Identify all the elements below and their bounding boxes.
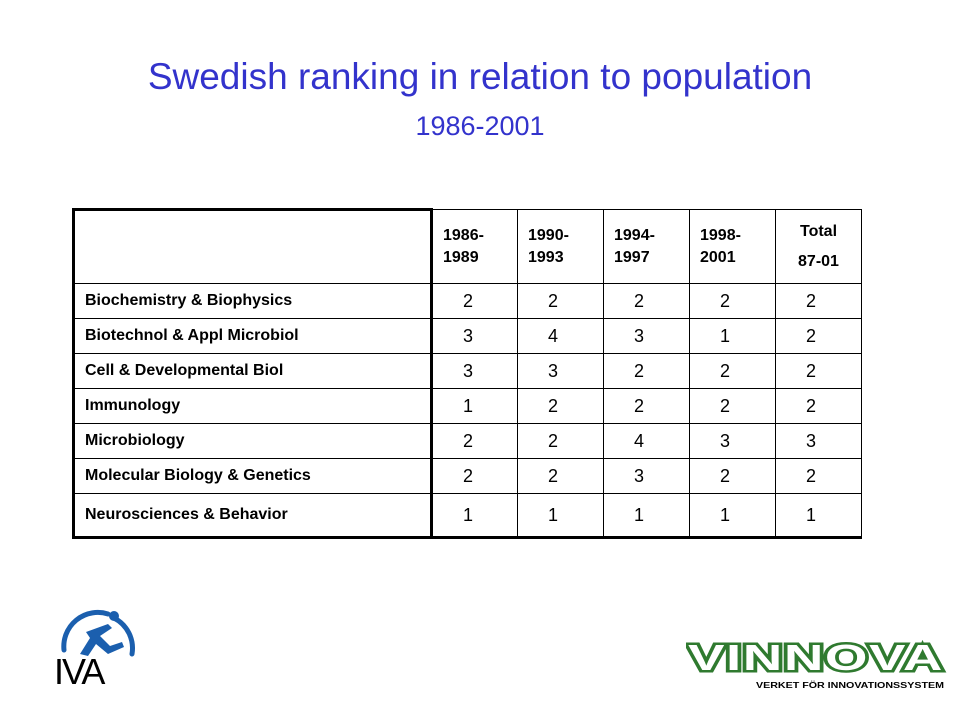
table-cell: 4 xyxy=(603,423,690,459)
table-cell: 2 xyxy=(775,458,862,494)
table-cell: 2 xyxy=(775,283,862,319)
table-cell: 2 xyxy=(603,353,690,389)
slide-title-block: Swedish ranking in relation to populatio… xyxy=(0,52,960,144)
table-cell: 1 xyxy=(689,493,776,539)
column-header: 1994- 1997 xyxy=(603,209,690,284)
table-cell: 2 xyxy=(517,423,604,459)
table-row: Neurosciences & Behavior 1 1 1 1 1 xyxy=(72,493,862,539)
slide-subtitle: 1986-2001 xyxy=(415,111,545,141)
column-header-line2: 1993 xyxy=(528,248,564,266)
table-cell: 1 xyxy=(689,318,776,354)
table-cell: 2 xyxy=(603,283,690,319)
table-header-row: 1986- 1989 1990- 1993 1994- 1997 1998- 2001 … xyxy=(72,208,862,284)
table-cell: 3 xyxy=(517,353,604,389)
table-cell: 2 xyxy=(431,458,518,494)
table-cell: 2 xyxy=(517,458,604,494)
column-header-line1: 1994- xyxy=(614,226,655,244)
table-corner-cell xyxy=(72,208,433,284)
column-header-line1: 1998- xyxy=(700,226,741,244)
row-field-label: Biochemistry & Biophysics xyxy=(72,283,433,319)
column-header-line2: 1997 xyxy=(614,248,650,266)
table-cell: 2 xyxy=(775,353,862,389)
iva-runner-logo-icon: IVA xyxy=(54,609,135,687)
table-cell: 2 xyxy=(431,283,518,319)
table-cell: 4 xyxy=(517,318,604,354)
table-row: Biochemistry & Biophysics 2 2 2 2 2 xyxy=(72,283,862,319)
table-cell: 1 xyxy=(431,493,518,539)
column-header-line1: Total xyxy=(799,222,838,240)
table-cell: 2 xyxy=(775,318,862,354)
table-cell: 3 xyxy=(689,423,776,459)
column-header: 1990- 1993 xyxy=(517,209,604,284)
table-cell: 2 xyxy=(689,458,776,494)
vinnova-logo-text: VINNOVA xyxy=(688,640,944,678)
row-field-label: Cell & Developmental Biol xyxy=(72,353,433,389)
table-cell: 3 xyxy=(603,458,690,494)
table-row: Microbiology 2 2 4 3 3 xyxy=(72,423,862,459)
column-header-line2: 2001 xyxy=(700,248,736,266)
row-field-label: Neurosciences & Behavior xyxy=(72,493,433,539)
table-cell: 3 xyxy=(775,423,862,459)
table-cell: 1 xyxy=(431,388,518,424)
table-cell: 3 xyxy=(431,353,518,389)
column-header-total: Total 87-01 xyxy=(775,209,862,284)
table-cell: 3 xyxy=(603,318,690,354)
row-field-label: Immunology xyxy=(72,388,433,424)
table-row: Molecular Biology & Genetics 2 2 3 2 2 xyxy=(72,458,862,494)
table-row: Cell & Developmental Biol 3 3 2 2 2 xyxy=(72,353,862,389)
table-cell: 1 xyxy=(603,493,690,539)
table-cell: 2 xyxy=(689,388,776,424)
table-row: Immunology 1 2 2 2 2 xyxy=(72,388,862,424)
table-cell: 1 xyxy=(517,493,604,539)
table-cell: 1 xyxy=(775,493,862,539)
column-header-line2: 87-01 xyxy=(798,252,839,270)
table-cell: 3 xyxy=(431,318,518,354)
table-cell: 2 xyxy=(689,283,776,319)
table-cell: 2 xyxy=(517,283,604,319)
column-header-line1: 1986- xyxy=(443,226,484,244)
row-field-label: Microbiology xyxy=(72,423,433,459)
column-header-line1: 1990- xyxy=(528,226,569,244)
table-cell: 2 xyxy=(775,388,862,424)
row-field-label: Molecular Biology & Genetics xyxy=(72,458,433,494)
column-header-line2: 1989 xyxy=(443,248,479,266)
row-field-label: Biotechnol & Appl Microbiol xyxy=(72,318,433,354)
vinnova-tagline: VERKET FÖR INNOVATIONSSYSTEM xyxy=(756,681,944,690)
slide-title: Swedish ranking in relation to populatio… xyxy=(147,56,813,97)
table-row: Biotechnol & Appl Microbiol 3 4 3 1 2 xyxy=(72,318,862,354)
table-cell: 2 xyxy=(603,388,690,424)
column-header: 1998- 2001 xyxy=(689,209,776,284)
table-cell: 2 xyxy=(517,388,604,424)
iva-logo-text: IVA xyxy=(54,651,105,687)
column-header: 1986- 1989 xyxy=(431,209,518,284)
table-cell: 2 xyxy=(431,423,518,459)
vinnova-logo-icon: VINNOVA VERKET FÖR INNOVATIONSSYSTEM xyxy=(686,640,946,690)
ranking-table: 1986- 1989 1990- 1993 1994- 1997 1998- 2001 … xyxy=(72,208,862,539)
table-cell: 2 xyxy=(689,353,776,389)
